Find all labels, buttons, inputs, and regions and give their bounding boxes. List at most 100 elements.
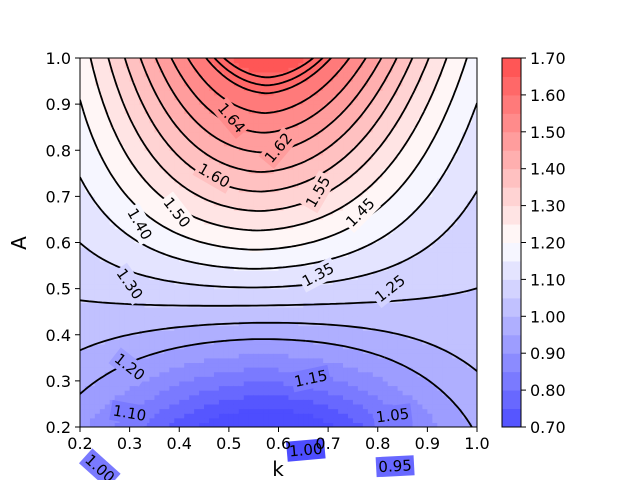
heat-cell — [218, 233, 225, 239]
heat-cell — [189, 362, 195, 368]
heat-cell — [233, 367, 240, 373]
heat-cell — [328, 320, 334, 327]
heat-cell — [228, 353, 235, 359]
heat-cell — [248, 58, 255, 64]
heat-cell — [94, 334, 101, 340]
heat-cell — [194, 403, 200, 410]
heat-cell — [258, 58, 265, 64]
heat-cell — [263, 417, 270, 423]
heat-cell — [149, 71, 156, 78]
heat-cell — [209, 145, 215, 151]
heat-cell — [243, 191, 250, 197]
heat-cell — [94, 367, 101, 373]
heat-cell — [313, 214, 319, 221]
heat-cell — [209, 81, 215, 87]
heat-cell — [328, 62, 334, 68]
heat-cell — [377, 150, 384, 156]
heat-cell — [323, 159, 329, 165]
heat-cell — [99, 94, 106, 101]
heat-cell — [139, 136, 146, 142]
heat-cell — [94, 237, 101, 244]
heat-cell — [109, 247, 116, 253]
heat-cell — [238, 182, 245, 188]
heat-cell — [119, 422, 126, 427]
heat-cell — [114, 320, 121, 327]
heat-cell — [293, 224, 299, 230]
heat-cell — [119, 182, 126, 188]
heat-cell — [268, 362, 275, 368]
heat-cell — [84, 394, 91, 400]
heat-cell — [218, 127, 225, 133]
heat-cell — [209, 279, 215, 285]
heat-cell — [199, 403, 205, 410]
heat-cell — [164, 417, 170, 423]
heat-cell — [253, 274, 260, 280]
heat-cell — [99, 343, 106, 350]
heat-cell — [343, 191, 349, 197]
heat-cell — [263, 62, 270, 68]
heat-cell — [94, 380, 101, 387]
heat-cell — [233, 71, 240, 78]
heat-cell — [114, 94, 121, 101]
heat-cell — [367, 367, 374, 373]
heat-cell — [387, 334, 394, 340]
heat-cell — [258, 164, 265, 170]
heat-cell — [238, 380, 245, 387]
heat-cell — [303, 168, 309, 174]
heat-cell — [218, 288, 225, 294]
heat-cell — [377, 159, 384, 165]
heat-cell — [238, 237, 245, 244]
heat-cell — [94, 94, 101, 101]
heat-cell — [298, 284, 304, 290]
heat-cell — [99, 58, 106, 64]
heat-cell — [174, 362, 180, 368]
heat-cell — [372, 242, 379, 248]
heat-cell — [94, 417, 101, 423]
heat-cell — [328, 408, 334, 414]
heat-cell — [243, 219, 250, 225]
heat-cell — [80, 164, 86, 170]
heat-cell — [263, 413, 270, 419]
heat-cell — [283, 113, 290, 119]
heat-cell — [199, 330, 205, 336]
heat-cell — [323, 210, 329, 216]
heat-cell — [169, 62, 175, 68]
heat-cell — [209, 205, 215, 211]
heat-cell — [134, 247, 141, 253]
heat-cell — [164, 311, 170, 317]
heat-cell — [174, 330, 180, 336]
heat-cell — [318, 71, 324, 78]
heat-cell — [308, 131, 314, 138]
heat-cell — [288, 58, 294, 64]
heat-cell — [293, 210, 299, 216]
heat-cell — [238, 353, 245, 359]
heat-cell — [233, 141, 240, 147]
heat-cell — [293, 390, 299, 396]
heat-cell — [149, 353, 156, 359]
heat-cell — [278, 394, 285, 400]
heat-cell — [179, 390, 185, 396]
heat-cell — [382, 141, 389, 147]
heat-cell — [263, 307, 270, 313]
heat-cell — [119, 136, 126, 142]
heat-cell — [94, 251, 101, 257]
heat-cell — [129, 311, 136, 317]
heat-cell — [298, 316, 304, 322]
heat-cell — [352, 90, 359, 96]
heat-cell — [109, 104, 116, 110]
heat-cell — [273, 385, 280, 391]
heat-cell — [129, 242, 136, 248]
heat-cell — [189, 353, 195, 359]
heat-cell — [333, 279, 339, 285]
heat-cell — [367, 233, 374, 239]
heat-cell — [298, 177, 304, 184]
heat-cell — [80, 228, 86, 234]
heat-cell — [223, 131, 230, 138]
heat-cell — [189, 108, 195, 114]
heat-cell — [362, 99, 369, 105]
heat-cell — [313, 316, 319, 322]
heat-cell — [243, 159, 250, 165]
heat-cell — [129, 316, 136, 322]
heat-cell — [273, 362, 280, 368]
heat-cell — [169, 320, 175, 327]
